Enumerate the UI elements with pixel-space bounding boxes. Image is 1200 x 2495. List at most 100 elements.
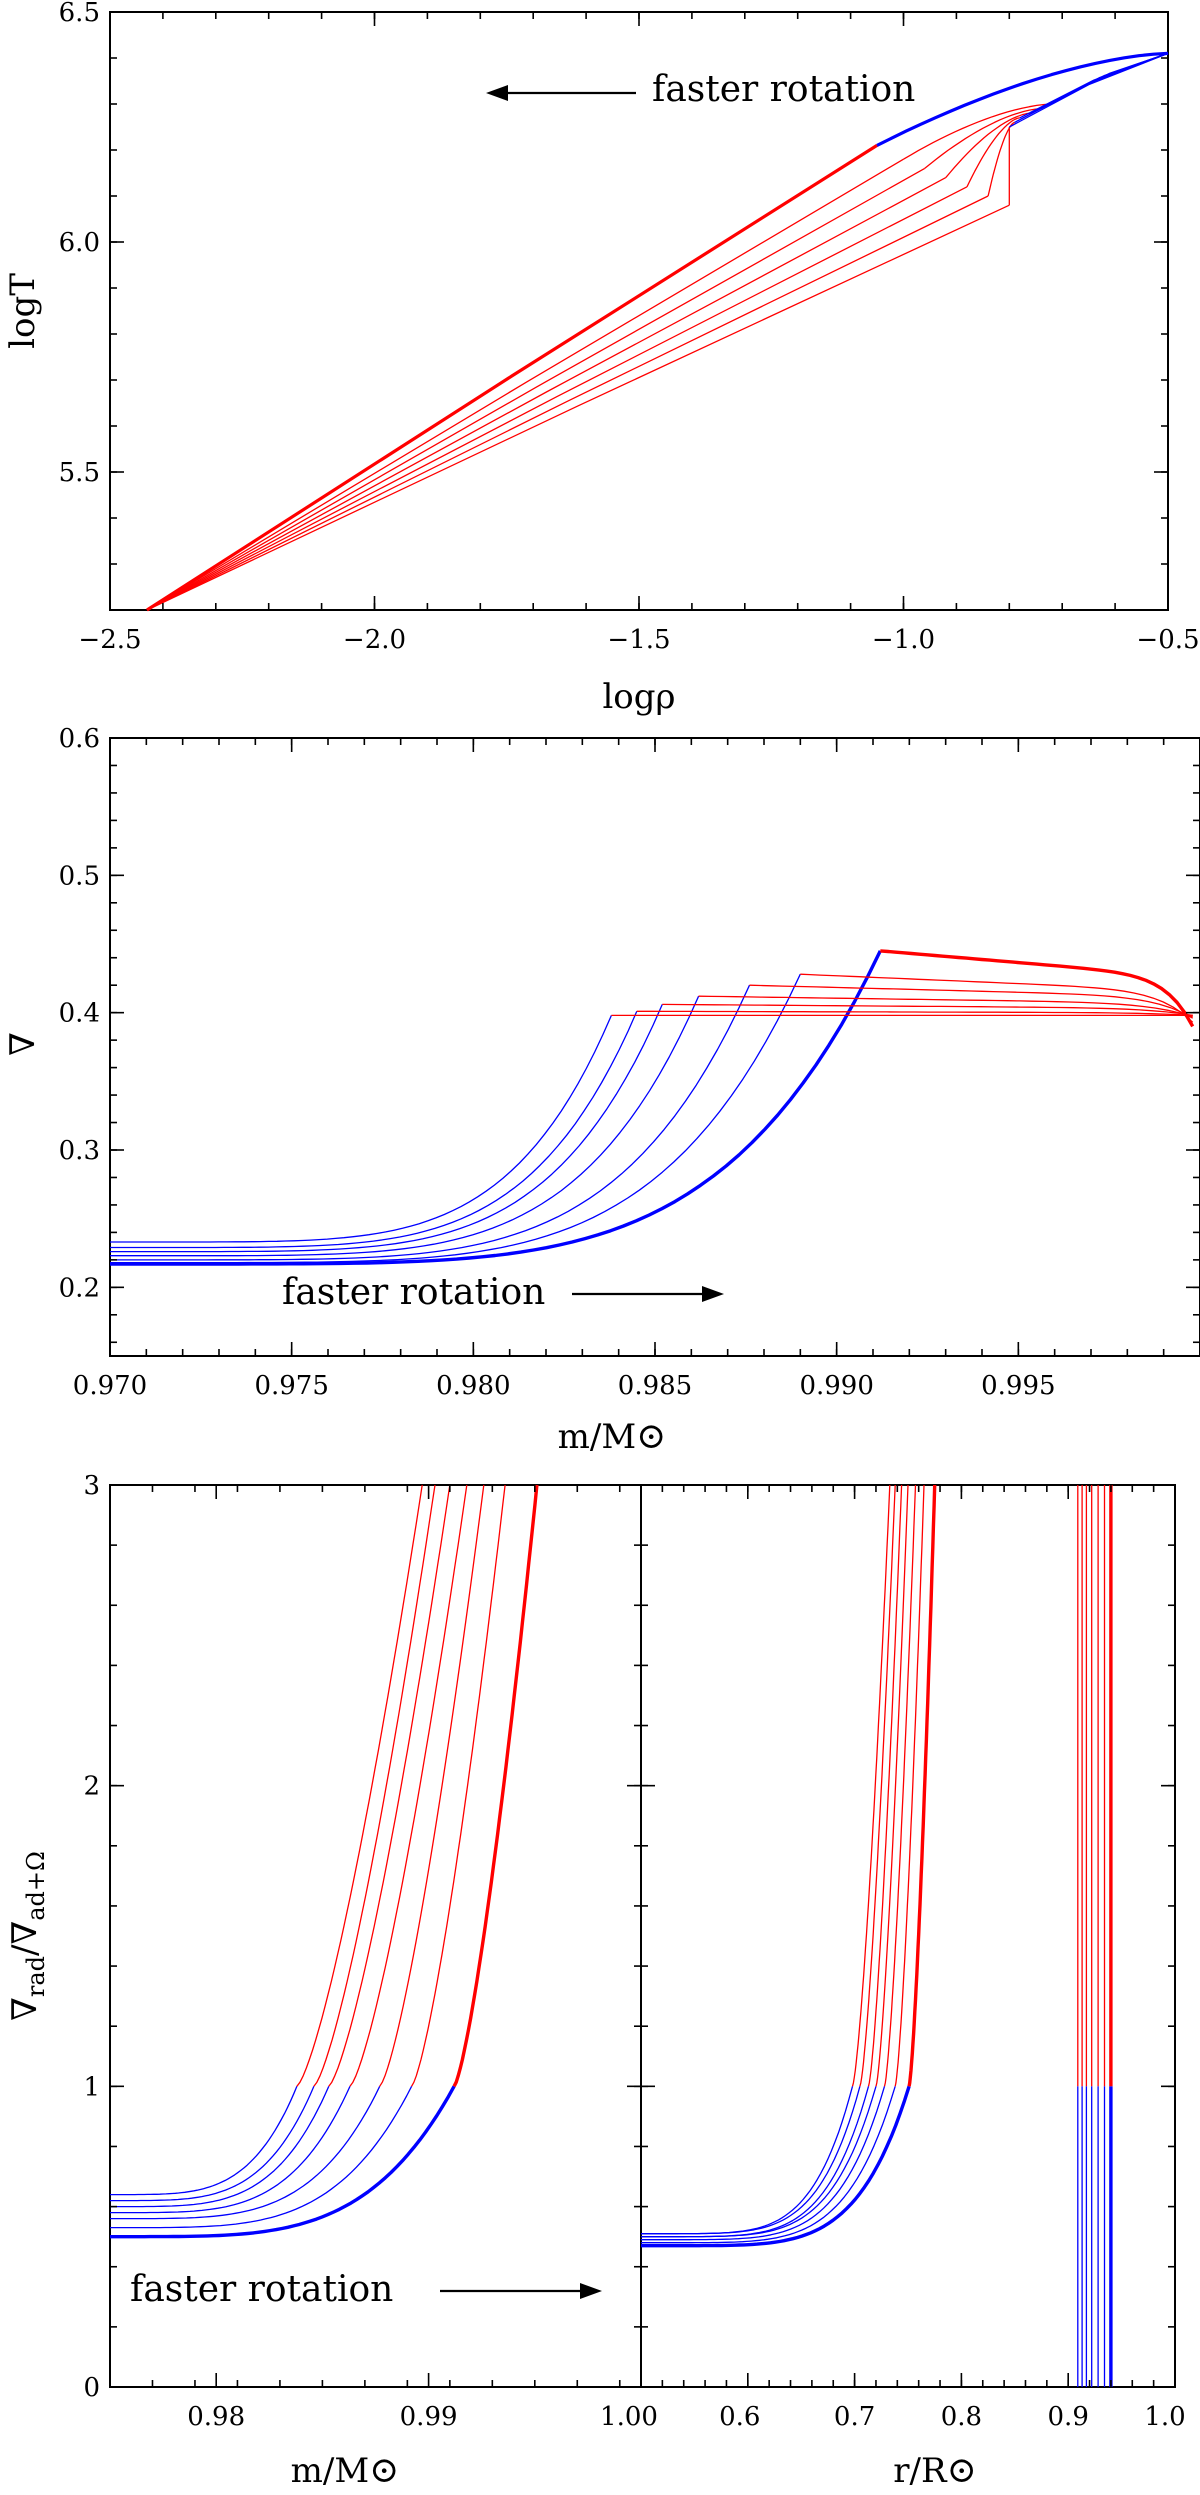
series-convective-line <box>146 195 989 611</box>
series-convective-line <box>859 1484 896 2087</box>
series-convective-line <box>146 167 926 611</box>
series-convective-line <box>146 144 878 612</box>
series-radiative-line <box>110 2086 351 2214</box>
series-convective-line <box>313 1484 436 2087</box>
panel-frame <box>640 1484 1176 2388</box>
series-radiative-line <box>641 2086 870 2238</box>
x-tick-label: 1.00 <box>600 2402 658 2432</box>
series-convective-line <box>328 1484 451 2087</box>
series-radiative-line <box>110 950 882 1266</box>
series-convective-line <box>867 1484 903 2087</box>
x-tick-label: 0.990 <box>799 1371 873 1401</box>
series-convective-line <box>945 112 1031 179</box>
ticks: 0.970 0.975 0.980 0.985 0.990 0.995 0.2 0.3 0.4 0… <box>59 724 1200 1401</box>
series-radiative-line <box>1008 52 1169 128</box>
x-axis-title: m/M⊙ <box>291 2450 400 2491</box>
x-tick-label: −0.5 <box>1136 625 1199 655</box>
panel-nabla-vs-mass: 0.970 0.975 0.980 0.985 0.990 0.995 0.2 0.3 0.4 0… <box>3 724 1200 1457</box>
series-convective-line <box>749 984 1194 1019</box>
curves <box>641 1484 1113 2387</box>
curves <box>110 1484 539 2239</box>
y-tick-label: 0.6 <box>59 724 100 754</box>
series-convective-line <box>883 1484 917 2087</box>
curves <box>146 51 1169 612</box>
series-convective-line <box>894 1484 925 2087</box>
series-radiative-line <box>110 2086 298 2196</box>
x-tick-label: 0.970 <box>73 1371 147 1401</box>
series-radiative-line <box>110 2086 381 2220</box>
curves <box>110 949 1195 1266</box>
y-tick-label: 0.3 <box>59 1136 100 1166</box>
series-radiative-line <box>110 995 700 1257</box>
series-radiative-line <box>110 1004 663 1253</box>
x-tick-label: −2.5 <box>78 625 141 655</box>
x-tick-label: 0.985 <box>618 1371 692 1401</box>
x-tick-label: 0.98 <box>187 2402 245 2432</box>
y-tick-label: 0.2 <box>59 1273 100 1303</box>
panel-ratio-vs-mass: 0.98 0.99 1.00 0 1 2 3 m/M⊙ ∇rad/∇ad+Ω faster … <box>5 1471 658 2491</box>
y-tick-label: 6.0 <box>59 228 100 258</box>
series-radiative-line <box>876 51 1169 147</box>
series-radiative-line <box>110 1015 612 1243</box>
series-convective-line <box>851 1484 891 2087</box>
y-axis-title: ∇ <box>3 1032 43 1056</box>
series-convective-line <box>987 121 1015 197</box>
y-tick-label: 5.5 <box>59 458 100 488</box>
x-tick-label: 0.6 <box>719 2402 760 2432</box>
panel-ratio-vs-radius: 0.6 0.7 0.8 0.9 1.0 r/R⊙ <box>640 1484 1186 2491</box>
y-tick-label: 3 <box>83 1471 100 1501</box>
annotation-text: faster rotation <box>652 69 915 110</box>
y-tick-label: 0 <box>83 2373 100 2403</box>
annotation-faster-rotation: faster rotation <box>130 2269 602 2310</box>
x-tick-label: 0.8 <box>941 2402 982 2432</box>
x-tick-label: −1.0 <box>872 625 935 655</box>
annotation-text: faster rotation <box>130 2269 393 2310</box>
series-convective-line <box>924 107 1042 169</box>
series-convective-line <box>636 1010 1193 1017</box>
series-radiative-line <box>110 984 751 1261</box>
annotation-faster-rotation: faster rotation <box>282 1272 724 1313</box>
series-radiative-line <box>110 2085 456 2239</box>
series-convective-line <box>875 1484 909 2087</box>
annotation-text: faster rotation <box>282 1272 545 1313</box>
x-axis-title: r/R⊙ <box>893 2450 976 2491</box>
series-convective-line <box>698 995 1193 1018</box>
series-convective-line <box>146 186 968 611</box>
series-radiative-line <box>110 1011 638 1249</box>
annotation-arrow-head <box>702 1286 724 1302</box>
series-convective-line <box>146 177 947 611</box>
series-convective-line <box>880 949 1195 1028</box>
series-convective-line <box>379 1484 485 2087</box>
x-axis-title: logρ <box>602 677 675 717</box>
annotation-arrow-head <box>580 2283 602 2299</box>
ticks: 0.98 0.99 1.00 0 1 2 3 <box>83 1471 657 2432</box>
ticks: −2.5 −2.0 −1.5 −1.0 −0.5 5.5 6.0 6.5 <box>59 0 1200 655</box>
x-tick-label: −1.5 <box>607 625 670 655</box>
series-convective-line <box>800 973 1194 1023</box>
y-tick-label: 0.5 <box>59 861 100 891</box>
series-convective-line <box>907 1484 937 2087</box>
x-tick-label: 0.980 <box>436 1371 510 1401</box>
y-axis-title: logT <box>3 273 43 349</box>
panel-frame <box>109 11 1169 611</box>
panel-logT-vs-logrho: −2.5 −2.0 −1.5 −1.0 −0.55.56.06.5 logρ logT … <box>3 0 1200 717</box>
y-tick-label: 6.5 <box>59 0 100 28</box>
series-radiative-line <box>641 2086 886 2241</box>
series-convective-line <box>903 103 1052 160</box>
series-radiative-line <box>110 2086 315 2202</box>
x-tick-label: −2.0 <box>343 625 406 655</box>
annotation-arrow-head <box>486 85 508 101</box>
y-axis-title: ∇rad/∇ad+Ω <box>5 1851 50 2021</box>
x-tick-label: 0.975 <box>254 1371 328 1401</box>
series-radiative-line <box>110 2086 330 2208</box>
series-convective-line <box>411 1484 506 2087</box>
series-convective-line <box>296 1484 423 2087</box>
x-axis-title: m/M⊙ <box>558 1416 667 1457</box>
series-convective-line <box>146 204 1010 611</box>
x-tick-label: 0.99 <box>400 2402 458 2432</box>
series-convective-line <box>966 117 1021 188</box>
y-tick-label: 1 <box>83 2072 100 2102</box>
series-radiative-line <box>641 2086 896 2244</box>
series-convective-line <box>349 1484 468 2087</box>
